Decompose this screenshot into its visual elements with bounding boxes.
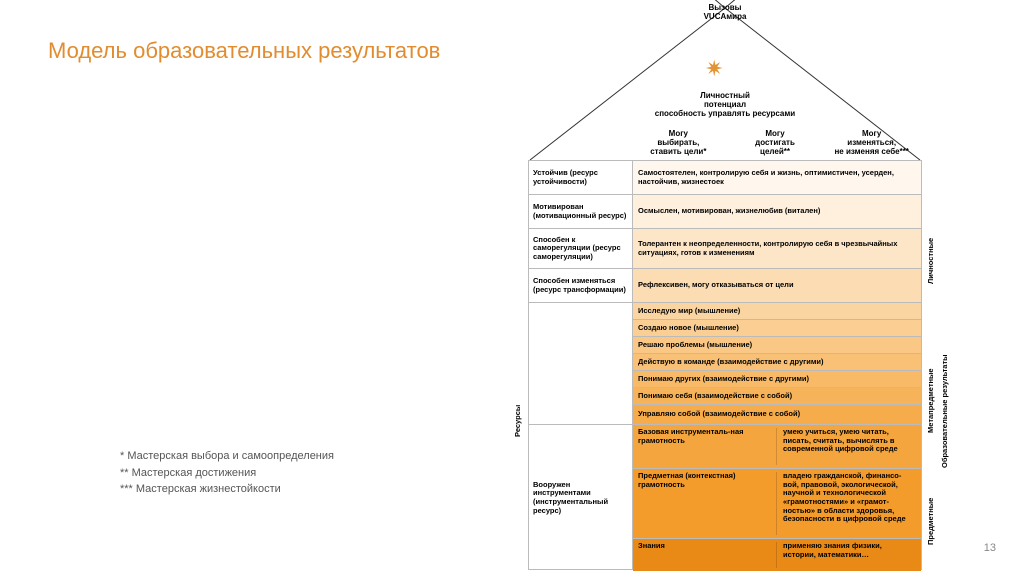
col-head-2: Могу достигать целей** xyxy=(727,130,824,156)
right-row-8: Понимаю других (взаимодействие с другими… xyxy=(633,371,921,388)
star-icon: ✷ xyxy=(705,56,723,82)
right-row-13: Знанияприменяю знания физики, истории, м… xyxy=(633,539,921,571)
left-cell-5: Вооружен инструментами (инструментальный… xyxy=(529,425,632,571)
right-column: Ресурсы Личностные Метапредметные Предме… xyxy=(633,161,921,569)
right-row-9: Понимаю себя (взаимодействие с собой) xyxy=(633,388,921,405)
right-row-5: Создаю новое (мышление) xyxy=(633,320,921,337)
right-row-10: Управляю собой (взаимодействие с собой) xyxy=(633,405,921,425)
house-diagram: Вызовы VUCAмира ✷ Личностный потенциал с… xyxy=(490,0,960,574)
right-row-4: Исследую мир (мышление) xyxy=(633,303,921,320)
footnote-3: *** Мастерская жизнестойкости xyxy=(120,481,334,498)
column-headers: Могу выбирать, ставить цели* Могу достиг… xyxy=(630,130,920,156)
roof-top-label: Вызовы VUCAмира xyxy=(665,4,785,22)
col-head-1: Могу выбирать, ставить цели* xyxy=(630,130,727,156)
footnote-1: * Мастерская выбора и самоопределения xyxy=(120,448,334,465)
col-head-3: Могу изменяться, не изменяя себе*** xyxy=(823,130,920,156)
footnote-2: ** Мастерская достижения xyxy=(120,465,334,482)
right-row-7: Действую в команде (взаимодействие с дру… xyxy=(633,354,921,371)
left-cell-1: Мотивирован (мотивационный ресурс) xyxy=(529,195,632,229)
house-body: Устойчив (ресурс устойчивости)Мотивирова… xyxy=(528,160,922,570)
roof-subtitle: Личностный потенциал способность управля… xyxy=(490,92,960,118)
vlabel-outer: Образовательные результаты xyxy=(940,281,949,541)
right-row-11: Базовая инструменталь-ная грамотностьуме… xyxy=(633,425,921,469)
slide-title: Модель образовательных результатов xyxy=(48,38,440,64)
right-row-12: Предметная (контекстная) грамотностьвлад… xyxy=(633,469,921,539)
left-cell-2: Способен к саморегуляции (ресурс саморег… xyxy=(529,229,632,269)
right-row-2: Толерантен к неопределенности, контролир… xyxy=(633,229,921,269)
left-cell-3: Способен изменяться (ресурс трансформаци… xyxy=(529,269,632,303)
left-cell-4 xyxy=(529,303,632,425)
left-cell-0: Устойчив (ресурс устойчивости) xyxy=(529,161,632,195)
vlabel-lich: Личностные xyxy=(926,201,935,321)
right-row-3: Рефлексивен, могу отказываться от цели xyxy=(633,269,921,303)
vlabel-resources: Ресурсы xyxy=(513,321,522,521)
vlabel-pred: Предметные xyxy=(926,481,935,561)
right-row-6: Решаю проблемы (мышление) xyxy=(633,337,921,354)
vlabel-meta: Метапредметные xyxy=(926,341,935,461)
left-column: Устойчив (ресурс устойчивости)Мотивирова… xyxy=(529,161,633,569)
page-number: 13 xyxy=(984,542,996,554)
right-row-1: Осмыслен, мотивирован, жизнелюбив (витал… xyxy=(633,195,921,229)
footnotes: * Мастерская выбора и самоопределения **… xyxy=(120,448,334,498)
right-row-0: Самостоятелен, контролирую себя и жизнь,… xyxy=(633,161,921,195)
